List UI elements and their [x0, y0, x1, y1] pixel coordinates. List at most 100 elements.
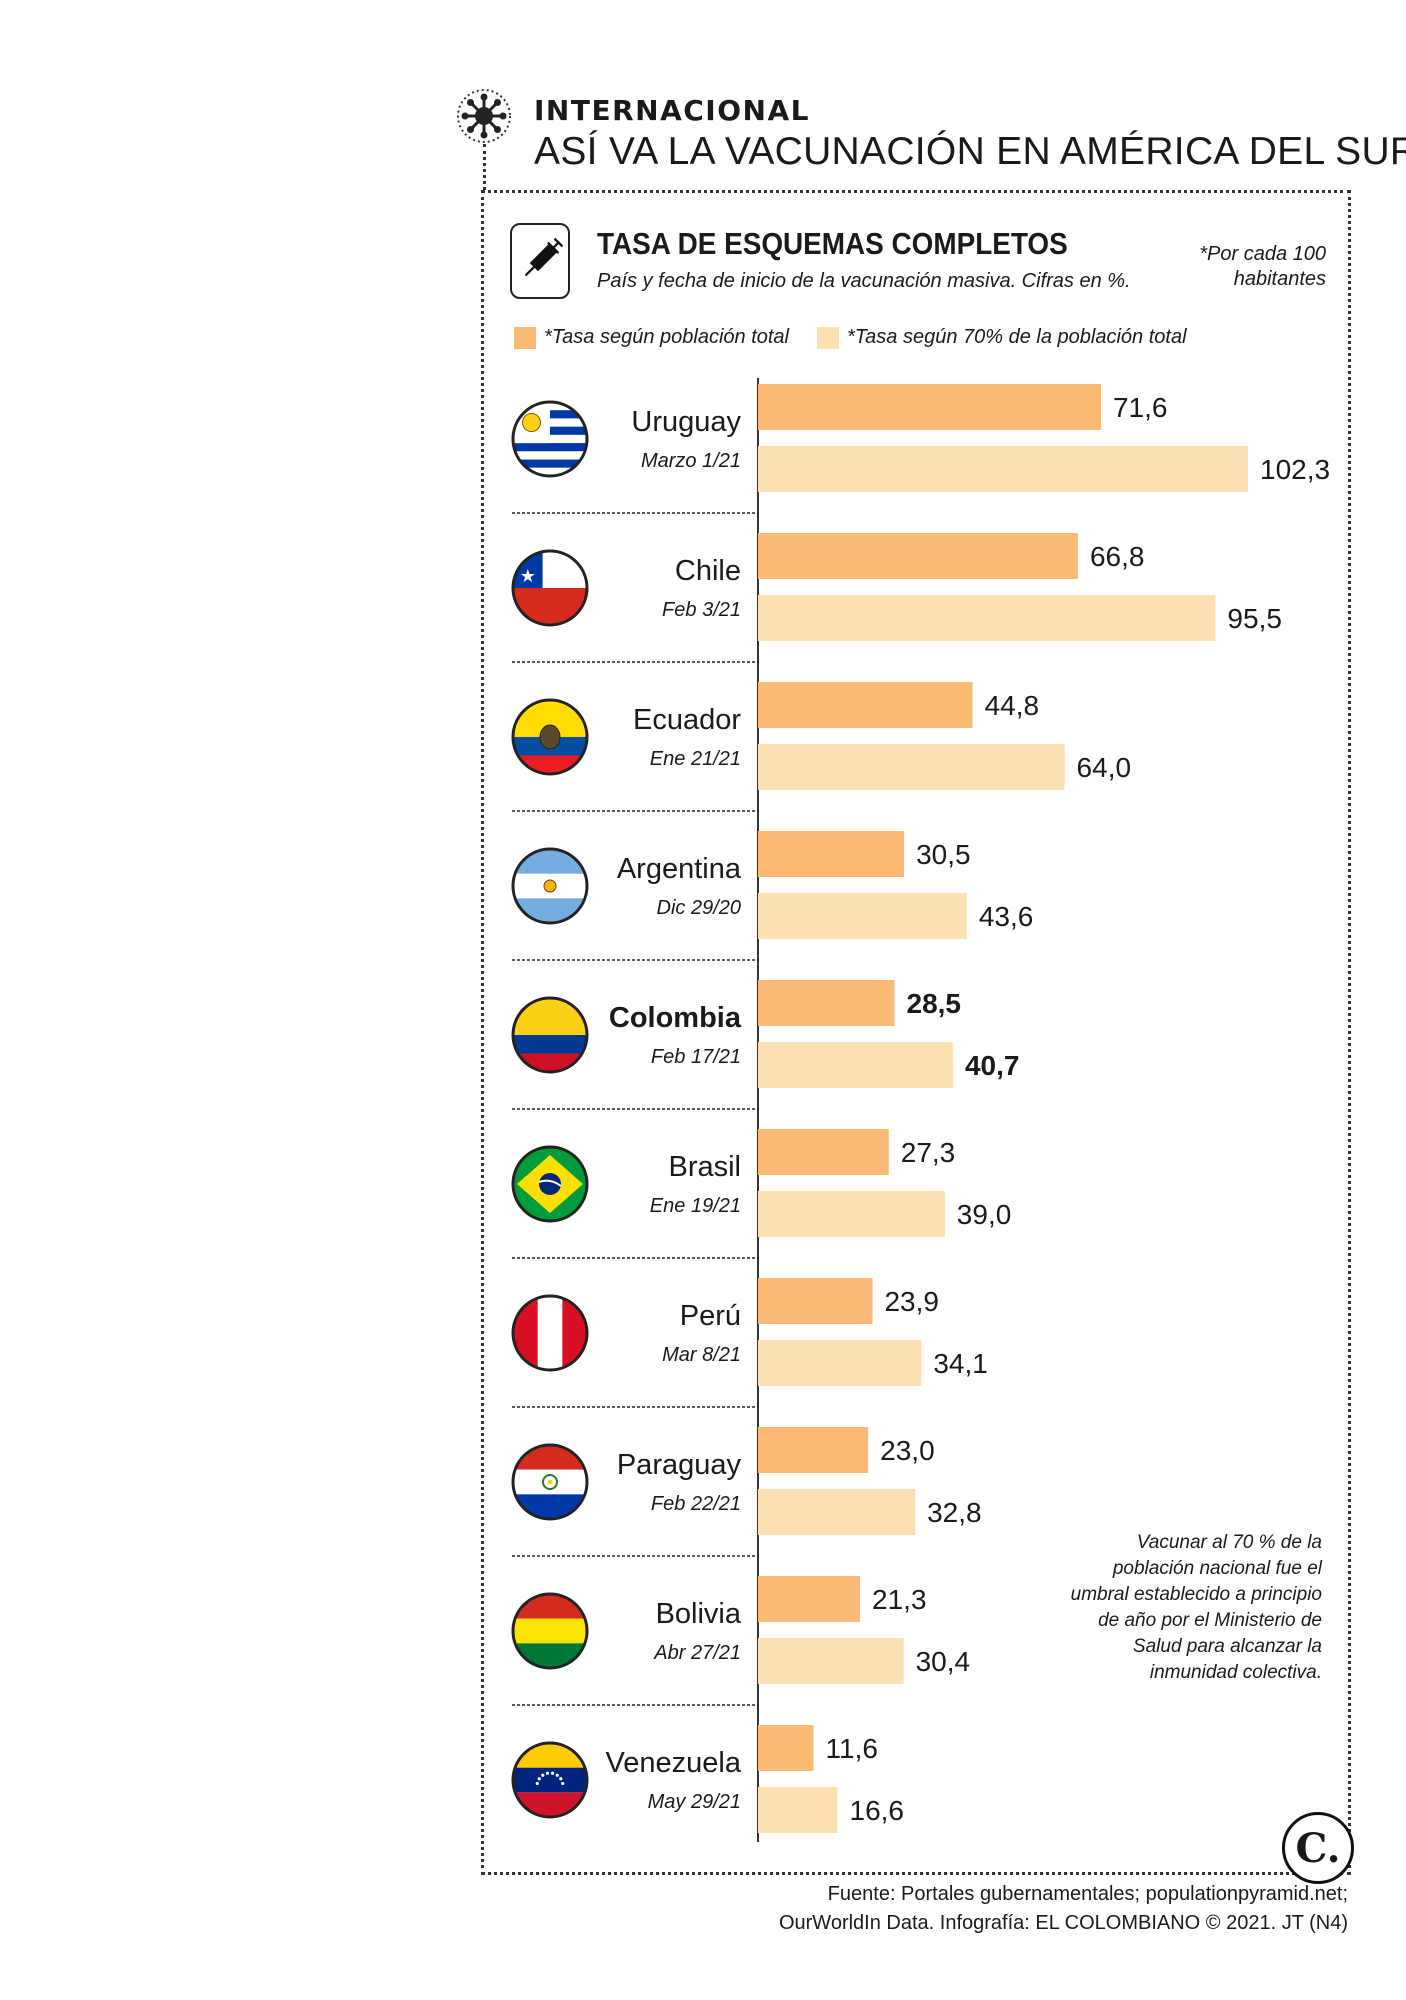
country-label: Argentina	[617, 853, 742, 885]
country-label: Colombia	[609, 1002, 742, 1034]
unit-note-line2: habitantes	[1233, 268, 1326, 290]
bar-total	[758, 384, 1101, 430]
start-date-label: Feb 17/21	[651, 1046, 741, 1068]
value-label: 44,8	[985, 690, 1039, 721]
flag-border	[511, 698, 589, 776]
country-label: Paraguay	[617, 1449, 742, 1481]
flag-border	[511, 847, 589, 925]
bar-seventy	[758, 1191, 945, 1237]
bar-seventy	[758, 893, 967, 939]
country-label: Perú	[680, 1300, 741, 1332]
bar-seventy	[758, 1340, 922, 1386]
country-label: Bolivia	[656, 1598, 742, 1630]
bar-total	[758, 1278, 873, 1324]
unit-note: *Por cada 100 habitantes	[1199, 242, 1326, 292]
source-credit: Fuente: Portales gubernamentales; popula…	[779, 1880, 1348, 1938]
value-label: 16,6	[850, 1795, 905, 1826]
value-label: 30,4	[916, 1646, 971, 1677]
value-label: 11,6	[826, 1733, 878, 1764]
legend-item-total: *Tasa según población total	[514, 326, 789, 349]
flag-border	[511, 996, 589, 1074]
bar-seventy	[758, 1489, 916, 1535]
bar-total	[758, 1129, 889, 1175]
value-label: 102,3	[1260, 454, 1330, 485]
start-date-label: Feb 3/21	[662, 599, 741, 621]
value-label: 64,0	[1077, 752, 1132, 783]
country-label: Venezuela	[606, 1747, 742, 1779]
legend-item-seventy: *Tasa según 70% de la población total	[817, 326, 1187, 349]
bar-seventy	[758, 595, 1216, 641]
infographic-frame	[481, 190, 1351, 1875]
start-date-label: Marzo 1/21	[641, 450, 741, 472]
side-note: Vacunar al 70 % de la población nacional…	[1070, 1532, 1322, 1683]
start-date-label: Feb 22/21	[651, 1493, 741, 1515]
value-label: 40,7	[965, 1050, 1020, 1081]
flag-border	[511, 1145, 589, 1223]
start-date-label: Dic 29/20	[657, 897, 742, 919]
bar-total	[758, 1576, 861, 1622]
value-label: 71,6	[1113, 392, 1168, 423]
unit-note-line1: *Por cada 100	[1199, 243, 1326, 265]
country-label: Brasil	[668, 1151, 741, 1183]
value-label: 21,3	[872, 1584, 927, 1615]
flag-border	[511, 400, 589, 478]
legend: *Tasa según población total *Tasa según …	[514, 326, 1215, 349]
header-connector-line	[483, 144, 486, 190]
value-label: 34,1	[933, 1348, 988, 1379]
chart-title: TASA DE ESQUEMAS COMPLETOS	[597, 226, 1068, 261]
syringe-icon	[510, 223, 570, 299]
bar-total	[758, 980, 895, 1026]
value-label: 30,5	[916, 839, 971, 870]
value-label: 43,6	[979, 901, 1033, 932]
source-line-2: OurWorldIn Data. Infografía: EL COLOMBIA…	[778, 1912, 1348, 1934]
virus-icon	[457, 89, 511, 143]
flag-argentina-icon	[513, 849, 587, 923]
flag-paraguay-icon	[513, 1445, 587, 1519]
headline: ASÍ VA LA VACUNACIÓN EN AMÉRICA DEL SUR	[534, 130, 1406, 173]
start-date-label: Ene 19/21	[650, 1195, 741, 1217]
start-date-label: Mar 8/21	[662, 1344, 741, 1366]
start-date-label: May 29/21	[648, 1791, 741, 1813]
flag-border	[511, 1592, 589, 1670]
flag-border	[511, 1741, 589, 1819]
flag-uruguay-icon	[513, 402, 587, 476]
bar-total	[758, 1427, 869, 1473]
value-label: 32,8	[927, 1497, 982, 1528]
bar-seventy	[758, 1787, 838, 1833]
legend-label-seventy: *Tasa según 70% de la población total	[847, 326, 1187, 348]
svg-text:★: ★	[520, 566, 536, 586]
flag-peru-icon	[513, 1296, 587, 1370]
bar-total	[758, 533, 1078, 579]
value-label: 95,5	[1227, 603, 1282, 634]
bar-seventy	[758, 1042, 953, 1088]
value-label: 39,0	[957, 1199, 1012, 1230]
bar-seventy	[758, 744, 1065, 790]
value-label: 23,0	[880, 1435, 935, 1466]
legend-swatch-seventy	[817, 326, 839, 349]
bar-total	[758, 1725, 814, 1771]
flag-border	[511, 549, 589, 627]
value-label: 28,5	[907, 988, 962, 1019]
flag-border	[511, 1443, 589, 1521]
legend-label-total: *Tasa según población total	[544, 326, 789, 348]
country-label: Chile	[675, 555, 741, 587]
flag-border	[511, 1294, 589, 1372]
bar-total	[758, 682, 973, 728]
value-label: 23,9	[884, 1286, 939, 1317]
country-label: Uruguay	[631, 406, 741, 438]
value-label: 27,3	[901, 1137, 956, 1168]
bar-seventy	[758, 446, 1248, 492]
flag-brazil-icon	[513, 1147, 587, 1221]
country-label: Ecuador	[633, 704, 741, 736]
value-label: 66,8	[1090, 541, 1145, 572]
start-date-label: Ene 21/21	[650, 748, 741, 770]
bar-total	[758, 831, 905, 877]
source-line-1: Fuente: Portales gubernamentales; popula…	[827, 1883, 1348, 1905]
bar-seventy	[758, 1638, 904, 1684]
el-colombiano-logo: C.	[1282, 1812, 1354, 1884]
section-label: INTERNACIONAL	[534, 94, 810, 127]
chart-subtitle: País y fecha de inicio de la vacunación …	[597, 270, 1131, 292]
start-date-label: Abr 27/21	[653, 1642, 741, 1664]
legend-swatch-total	[514, 326, 536, 349]
